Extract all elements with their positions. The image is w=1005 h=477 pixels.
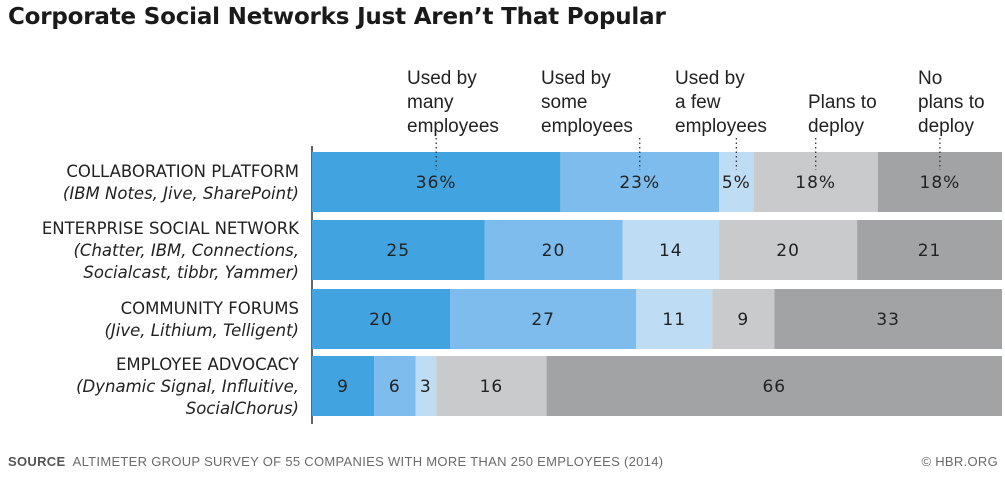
chart-footer: SOURCE ALTIMETER GROUP SURVEY OF 55 COMP… [8, 454, 998, 469]
legend-label: deploy [918, 116, 974, 137]
stacked-bar-chart: 36% 23% 5% 18% 18% COLLABORATION PLATFORM (IBM… [42, 68, 1002, 424]
legend-label: plans to [918, 92, 985, 113]
data-label: 14 [659, 241, 683, 261]
data-label: 20 [542, 241, 566, 261]
category-examples: (Dynamic Signal, Influitive, [76, 377, 299, 396]
legend-label: a few [675, 92, 721, 113]
bar-segment [484, 220, 623, 280]
bar-segment [622, 220, 720, 280]
category-examples: SocialChorus) [186, 399, 299, 418]
data-label: 6 [389, 377, 401, 397]
category-examples: (IBM Notes, Jive, SharePoint) [63, 184, 299, 203]
data-label: 11 [662, 310, 686, 330]
legend-label: Used by [541, 68, 611, 89]
bar-segment [546, 356, 1002, 416]
bar-segment [415, 356, 437, 416]
bar-segment [719, 220, 858, 280]
data-label: 5% [722, 173, 751, 193]
data-label: 18% [920, 173, 961, 193]
category-label: COLLABORATION PLATFORM [66, 162, 299, 181]
legend-label: employees [407, 116, 499, 137]
source-text: ALTIMETER GROUP SURVEY OF 55 COMPANIES W… [72, 454, 664, 469]
source-label: SOURCE [8, 454, 66, 469]
legend-label: Plans to [808, 92, 877, 113]
category-label: EMPLOYEE ADVOCACY [116, 355, 300, 374]
data-label: 21 [918, 241, 942, 261]
legend-label: employees [675, 116, 767, 137]
data-label: 27 [531, 310, 555, 330]
bar-segment [636, 289, 713, 349]
data-label: 18% [795, 173, 836, 193]
bar-segment [312, 356, 375, 416]
bar-segment [450, 289, 637, 349]
data-label: 20 [776, 241, 800, 261]
legend-label: many [407, 92, 454, 113]
bar-segment [436, 356, 547, 416]
category-examples: Socialcast, tibbr, Yammer) [83, 263, 299, 282]
data-label: 23% [619, 173, 660, 193]
data-label: 16 [480, 377, 504, 397]
legend-label: deploy [808, 116, 864, 137]
legend-label: No [918, 68, 942, 89]
bar-segment [857, 220, 1002, 280]
data-label: 66 [762, 377, 786, 397]
legend-label: Used by [675, 68, 745, 89]
bar-segment [712, 289, 775, 349]
chart-title: Corporate Social Networks Just Aren’t Th… [8, 4, 666, 30]
bar-segment [374, 356, 416, 416]
data-label: 25 [386, 241, 410, 261]
bar-segment [774, 289, 1002, 349]
category-label: ENTERPRISE SOCIAL NETWORK [42, 219, 300, 238]
data-label: 20 [369, 310, 393, 330]
data-label: 36% [416, 173, 457, 193]
data-label: 33 [876, 310, 900, 330]
category-examples: (Jive, Lithium, Telligent) [104, 321, 299, 340]
data-label: 9 [337, 377, 349, 397]
category-label: COMMUNITY FORUMS [121, 299, 299, 318]
bar-segment [312, 220, 485, 280]
legend-label: some [541, 92, 587, 113]
legend-label: employees [541, 116, 633, 137]
bar-segment [312, 289, 450, 349]
credit-text: © HBR.ORG [921, 454, 998, 469]
data-label: 9 [737, 310, 749, 330]
legend-label: Used by [407, 68, 477, 89]
data-label: 3 [420, 377, 432, 397]
category-examples: (Chatter, IBM, Connections, [74, 241, 300, 260]
